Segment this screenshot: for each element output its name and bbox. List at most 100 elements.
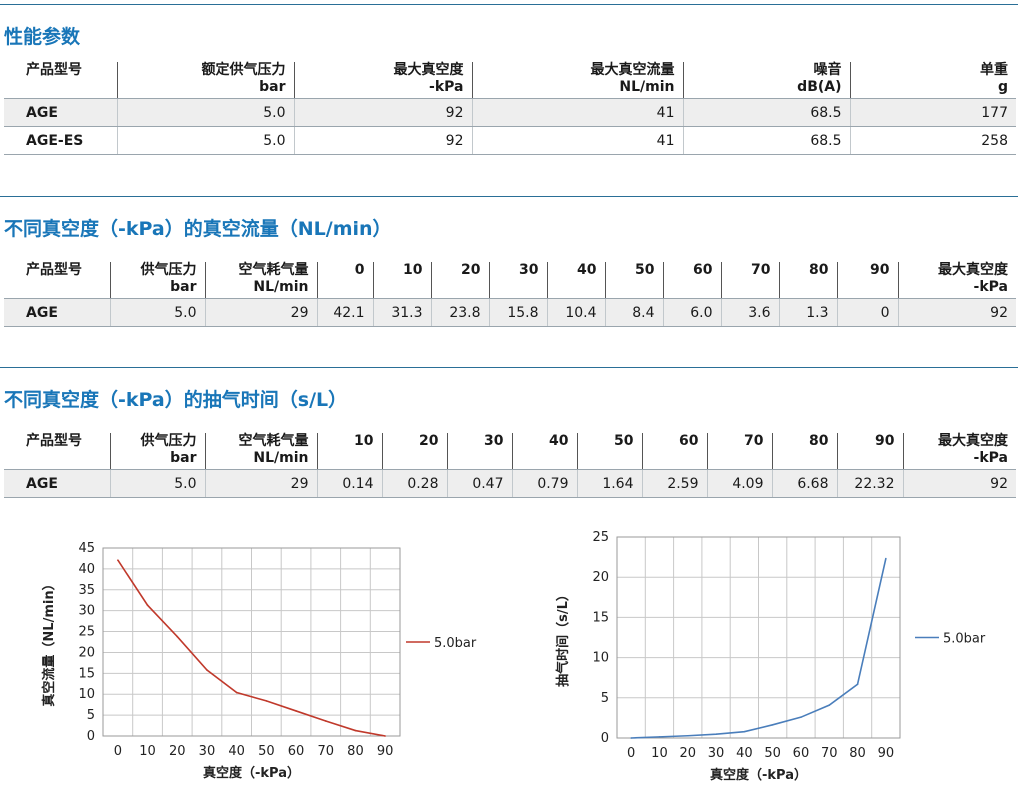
header-label: 30 xyxy=(519,262,539,278)
header-label: 50 xyxy=(614,433,634,449)
header-unit xyxy=(846,450,895,467)
header-label: 产品型号 xyxy=(26,262,82,278)
header-unit xyxy=(781,450,829,467)
y-tick-label: 25 xyxy=(592,530,609,545)
header-label: 90 xyxy=(870,262,890,278)
data-point xyxy=(384,735,386,737)
header-label: 60 xyxy=(679,433,699,449)
x-tick-label: 40 xyxy=(228,744,245,759)
evacuation-time-chart: 0 5 10 15 20 25 0 10 20 30 40 50 60 70 80 90 真空度（-kPa） 抽气… xyxy=(555,530,986,783)
x-tick-label: 50 xyxy=(764,746,781,761)
header-unit xyxy=(521,450,569,467)
header-label: 空气耗气量 xyxy=(238,262,309,278)
data-point xyxy=(354,729,357,732)
header-unit: NL/min xyxy=(253,450,309,466)
column-header: 40 xyxy=(511,433,577,470)
column-header: 70 xyxy=(706,433,772,470)
x-tick-label: 60 xyxy=(793,746,810,761)
header-label: 20 xyxy=(461,262,481,278)
column-header: 60 xyxy=(641,433,707,470)
value-cell: 177 xyxy=(849,98,1016,127)
header-label: 10 xyxy=(354,433,374,449)
column-header: 产品型号 xyxy=(4,262,110,299)
value-cell: 258 xyxy=(849,126,1016,155)
x-tick-label: 30 xyxy=(708,746,725,761)
header-unit xyxy=(846,279,890,296)
header-label: 单重 xyxy=(980,62,1008,78)
column-header: 30 xyxy=(488,262,547,299)
header-unit xyxy=(26,450,102,467)
value-cell: 4.09 xyxy=(706,469,772,498)
data-point xyxy=(743,730,746,733)
header-label: 最大真空度 xyxy=(938,262,1008,278)
data-point xyxy=(176,635,179,638)
header-unit: NL/min xyxy=(253,279,309,295)
value-cell: 10.4 xyxy=(546,298,605,327)
header-unit xyxy=(586,450,634,467)
section-rule xyxy=(0,367,1018,368)
y-tick-label: 15 xyxy=(78,666,95,681)
column-header: 供气压力 bar xyxy=(109,262,205,299)
header-label: 噪音 xyxy=(813,62,842,78)
value-cell: 42.1 xyxy=(316,298,373,327)
header-unit: -kPa xyxy=(429,79,464,95)
value-cell: 8.4 xyxy=(604,298,663,327)
header-unit xyxy=(716,450,764,467)
column-header: 产品型号 xyxy=(4,62,117,99)
data-point xyxy=(771,724,774,726)
performance-table: 产品型号 额定供气压力 bar 最大真空度 -kPa 最大真空流量 NL/min 噪音 dB(… xyxy=(4,62,1016,155)
model-cell: AGE xyxy=(4,298,110,327)
x-tick-label: 0 xyxy=(114,744,122,759)
column-header: 供气压力 bar xyxy=(109,433,205,470)
value-cell: 0.14 xyxy=(316,469,382,498)
column-header: 10 xyxy=(316,433,382,470)
column-header: 0 xyxy=(316,262,373,299)
x-tick-label: 70 xyxy=(821,746,838,761)
value-cell: 29 xyxy=(204,469,317,498)
value-cell: 92 xyxy=(897,298,1016,327)
column-header: 90 xyxy=(836,262,898,299)
header-label: 80 xyxy=(809,433,829,449)
data-point xyxy=(146,604,149,607)
value-cell: 15.8 xyxy=(488,298,547,327)
header-unit: bar xyxy=(170,450,197,466)
column-header: 40 xyxy=(546,262,605,299)
y-tick-label: 45 xyxy=(78,541,95,556)
column-header: 20 xyxy=(430,262,489,299)
header-unit xyxy=(382,279,423,296)
header-unit: dB(A) xyxy=(797,79,842,95)
table-row: AGE 5.0 29 0.14 0.28 0.47 0.79 1.64 2.59 4.09 6.68… xyxy=(4,469,1016,498)
header-unit xyxy=(498,279,539,296)
data-point xyxy=(800,716,802,718)
header-label: 70 xyxy=(751,262,771,278)
x-tick-label: 30 xyxy=(199,744,216,759)
data-point xyxy=(658,736,661,738)
data-point xyxy=(117,559,119,561)
x-tick-label: 10 xyxy=(139,744,156,759)
value-cell: 6.68 xyxy=(771,469,837,498)
header-unit xyxy=(391,450,439,467)
y-tick-label: 10 xyxy=(592,651,609,666)
x-tick-label: 90 xyxy=(377,744,394,759)
table-row: AGE 5.0 29 42.1 31.3 23.8 15.8 10.4 8.4 6.0 3.6 1.3… xyxy=(4,298,1016,327)
x-tick-label: 70 xyxy=(317,744,334,759)
legend-label: 5.0bar xyxy=(434,636,477,651)
y-tick-label: 35 xyxy=(78,583,95,598)
header-unit xyxy=(26,79,109,96)
column-header: 额定供气压力 bar xyxy=(116,62,294,99)
value-cell: 68.5 xyxy=(682,98,850,127)
x-tick-label: 80 xyxy=(347,744,364,759)
value-cell: 92 xyxy=(902,469,1016,498)
x-tick-label: 50 xyxy=(258,744,275,759)
header-unit xyxy=(730,279,771,296)
header-unit xyxy=(556,279,597,296)
data-point xyxy=(324,720,327,722)
x-tick-label: 40 xyxy=(736,746,753,761)
column-header: 90 xyxy=(836,433,903,470)
data-point xyxy=(630,737,632,739)
header-unit: NL/min xyxy=(619,79,675,95)
data-point xyxy=(885,557,887,560)
header-unit xyxy=(651,450,699,467)
header-label: 30 xyxy=(484,433,504,449)
x-tick-label: 60 xyxy=(288,744,305,759)
